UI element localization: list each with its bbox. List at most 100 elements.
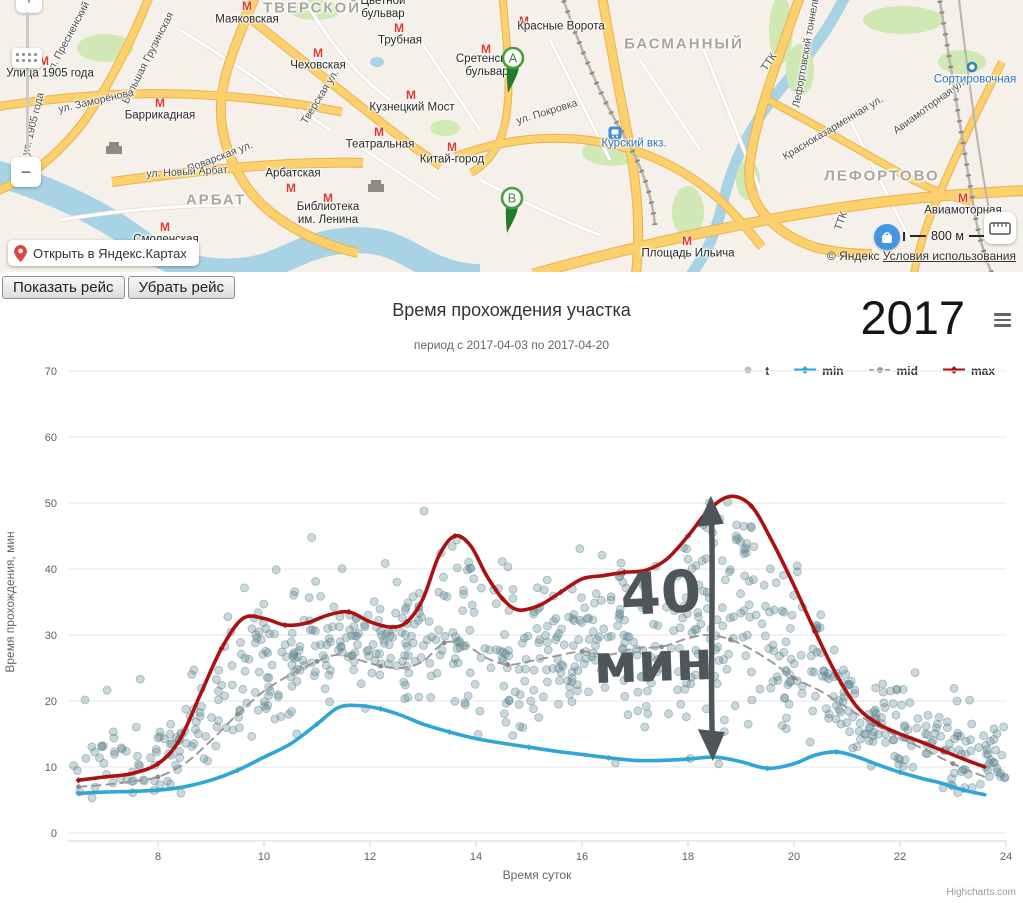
series-marker-mid <box>235 711 240 717</box>
scatter-point <box>220 691 230 701</box>
scatter-point <box>467 600 477 610</box>
yandex-map[interactable]: ТВЕРСКОЙ БАСМАННЫЙ АРБАТ ЛЕФОРТОВО ул. Пресн… <box>0 0 1023 272</box>
series-line-min[interactable] <box>76 703 987 797</box>
scatter-point <box>620 638 630 647</box>
scatter-point <box>508 584 518 594</box>
chart-plot-area[interactable]: 0 10 20 30 40 50 60 70 8 10 12 14 16 18 20 22 24 Время су… <box>0 283 1023 903</box>
series-marker-max <box>875 721 882 728</box>
scatter-point <box>881 738 890 747</box>
map-zoom-in-button[interactable]: + <box>16 0 42 13</box>
scatter-point <box>773 675 783 685</box>
scatter-point <box>989 724 999 734</box>
map-zoom-slider-handle[interactable] <box>12 48 42 68</box>
scatter-point <box>316 591 326 601</box>
scatter-point <box>855 718 865 728</box>
chart-menu-button[interactable] <box>994 313 1011 330</box>
metro-icon: М <box>155 96 165 110</box>
series-line-max[interactable] <box>76 494 987 782</box>
scatter-point <box>615 604 625 614</box>
map-zoom-out-button[interactable]: − <box>11 157 41 187</box>
metro-icon: М <box>447 140 457 154</box>
scatter-point <box>448 627 458 637</box>
terms-of-use-link[interactable]: Условия использования <box>882 249 1016 263</box>
zoom-in-icon: + <box>24 0 33 9</box>
scatter-point <box>606 631 616 641</box>
scatter-point <box>694 580 704 590</box>
scatter-point <box>464 557 474 567</box>
scatter-point <box>349 622 359 631</box>
scatter-point <box>759 580 769 590</box>
scatter-point <box>432 668 442 678</box>
x-tick-label: 22 <box>894 851 906 863</box>
scatter-point <box>155 780 165 790</box>
metro-icon: М <box>313 46 323 60</box>
scatter-point <box>520 676 530 686</box>
year-label: 2017 <box>860 291 965 344</box>
scatter-point <box>534 638 544 648</box>
scatter-point <box>308 625 318 635</box>
scatter-point <box>392 577 402 587</box>
scatter-point <box>850 689 860 699</box>
series-line-mid[interactable] <box>77 633 986 788</box>
metro-icon: М <box>39 54 49 68</box>
map-scale-bar: 800 м <box>903 229 992 243</box>
scatter-point <box>470 679 480 689</box>
scatter-point <box>900 722 910 732</box>
scatter-point <box>786 654 796 664</box>
scatter-point <box>966 735 975 745</box>
scatter-point <box>375 670 385 680</box>
scatter-point <box>796 650 806 660</box>
map-ruler-button[interactable] <box>984 212 1016 244</box>
scatter-point <box>871 683 881 693</box>
route-marker-b[interactable]: B <box>497 186 527 241</box>
scatter-point <box>514 700 524 709</box>
scatter-point <box>633 706 643 716</box>
hide-route-button[interactable]: Убрать рейс <box>127 276 236 299</box>
scatter-point <box>768 640 778 650</box>
map-canvas[interactable] <box>0 0 1023 272</box>
scatter-point <box>465 668 475 678</box>
map-zoom-slider[interactable] <box>26 12 29 154</box>
series-marker-min <box>897 769 903 776</box>
scatter-point <box>558 661 568 671</box>
scatter-point <box>832 701 841 710</box>
scatter-point <box>574 652 583 662</box>
scatter-point <box>259 599 269 609</box>
scatter-point <box>193 729 203 739</box>
scatter-series-t[interactable] <box>69 497 1010 803</box>
scatter-point <box>664 577 674 586</box>
route-marker-a[interactable]: A <box>498 46 528 101</box>
scatter-point <box>556 668 566 678</box>
scatter-point <box>87 793 97 803</box>
scatter-point <box>573 666 583 676</box>
scatter-point <box>499 709 509 719</box>
scatter-point <box>575 615 585 625</box>
scatter-point <box>375 649 384 659</box>
scatter-point <box>691 645 701 655</box>
scatter-point <box>135 674 145 684</box>
scatter-point <box>888 699 898 709</box>
metro-icon: М <box>406 88 416 102</box>
metro-icon: М <box>394 21 404 35</box>
map-poi-badge[interactable] <box>874 224 900 250</box>
scatter-point <box>287 681 297 691</box>
annotation-arrowhead-down <box>697 729 725 762</box>
scatter-point <box>529 665 539 675</box>
scatter-point <box>910 668 920 678</box>
x-tick-label: 12 <box>364 851 376 863</box>
scatter-point <box>569 641 578 651</box>
open-in-yandex-maps-button[interactable]: Открыть в Яндекс.Картах <box>8 240 199 266</box>
scatter-point <box>529 685 539 695</box>
scatter-point <box>779 647 789 657</box>
scatter-point <box>238 684 248 694</box>
y-tick-label: 50 <box>45 498 57 510</box>
series-marker-mid <box>378 663 383 669</box>
scatter-point <box>254 627 264 637</box>
scatter-point <box>453 658 463 668</box>
scatter-point <box>845 727 854 737</box>
show-route-button[interactable]: Показать рейс <box>2 276 125 299</box>
scatter-point <box>622 654 632 664</box>
scatter-point <box>736 589 745 599</box>
scatter-point <box>375 604 385 614</box>
scatter-point <box>606 592 616 602</box>
